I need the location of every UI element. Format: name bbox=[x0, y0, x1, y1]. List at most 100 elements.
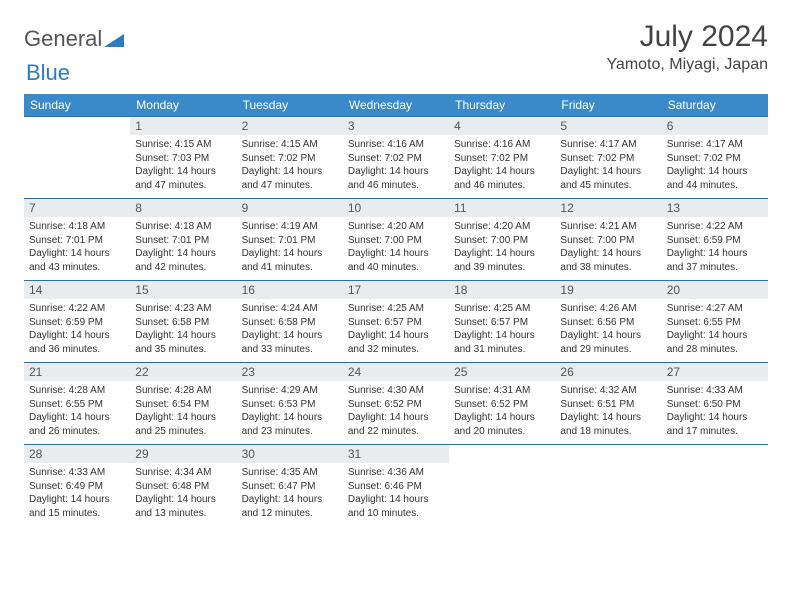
day-number: 14 bbox=[24, 281, 130, 299]
day-details: Sunrise: 4:21 AMSunset: 7:00 PMDaylight:… bbox=[555, 217, 661, 278]
calendar-day-cell: 14Sunrise: 4:22 AMSunset: 6:59 PMDayligh… bbox=[24, 281, 130, 363]
calendar-day-cell: 21Sunrise: 4:28 AMSunset: 6:55 PMDayligh… bbox=[24, 363, 130, 445]
day-details: Sunrise: 4:30 AMSunset: 6:52 PMDaylight:… bbox=[343, 381, 449, 442]
calendar-day-cell: 23Sunrise: 4:29 AMSunset: 6:53 PMDayligh… bbox=[237, 363, 343, 445]
day-details: Sunrise: 4:28 AMSunset: 6:55 PMDaylight:… bbox=[24, 381, 130, 442]
day-number: 16 bbox=[237, 281, 343, 299]
day-number: 28 bbox=[24, 445, 130, 463]
day-details: Sunrise: 4:31 AMSunset: 6:52 PMDaylight:… bbox=[449, 381, 555, 442]
calendar-day-cell: 22Sunrise: 4:28 AMSunset: 6:54 PMDayligh… bbox=[130, 363, 236, 445]
day-number: 4 bbox=[449, 117, 555, 135]
calendar-day-cell bbox=[24, 117, 130, 199]
calendar-day-cell: 28Sunrise: 4:33 AMSunset: 6:49 PMDayligh… bbox=[24, 445, 130, 527]
calendar-day-cell bbox=[449, 445, 555, 527]
day-number: 30 bbox=[237, 445, 343, 463]
day-details: Sunrise: 4:16 AMSunset: 7:02 PMDaylight:… bbox=[449, 135, 555, 196]
day-number: 15 bbox=[130, 281, 236, 299]
day-details: Sunrise: 4:23 AMSunset: 6:58 PMDaylight:… bbox=[130, 299, 236, 360]
weekday-header: Sunday bbox=[24, 94, 130, 117]
day-number: 17 bbox=[343, 281, 449, 299]
day-details: Sunrise: 4:18 AMSunset: 7:01 PMDaylight:… bbox=[24, 217, 130, 278]
calendar-day-cell: 31Sunrise: 4:36 AMSunset: 6:46 PMDayligh… bbox=[343, 445, 449, 527]
day-number: 10 bbox=[343, 199, 449, 217]
calendar-day-cell: 7Sunrise: 4:18 AMSunset: 7:01 PMDaylight… bbox=[24, 199, 130, 281]
weekday-header: Thursday bbox=[449, 94, 555, 117]
day-number: 20 bbox=[662, 281, 768, 299]
day-number: 24 bbox=[343, 363, 449, 381]
day-details: Sunrise: 4:17 AMSunset: 7:02 PMDaylight:… bbox=[555, 135, 661, 196]
day-details: Sunrise: 4:22 AMSunset: 6:59 PMDaylight:… bbox=[24, 299, 130, 360]
logo: General bbox=[24, 20, 125, 52]
day-details: Sunrise: 4:26 AMSunset: 6:56 PMDaylight:… bbox=[555, 299, 661, 360]
day-number: 25 bbox=[449, 363, 555, 381]
location-label: Yamoto, Miyagi, Japan bbox=[606, 56, 768, 74]
day-number: 3 bbox=[343, 117, 449, 135]
day-number: 22 bbox=[130, 363, 236, 381]
day-details: Sunrise: 4:15 AMSunset: 7:03 PMDaylight:… bbox=[130, 135, 236, 196]
calendar-day-cell: 4Sunrise: 4:16 AMSunset: 7:02 PMDaylight… bbox=[449, 117, 555, 199]
day-details: Sunrise: 4:33 AMSunset: 6:49 PMDaylight:… bbox=[24, 463, 130, 524]
calendar-day-cell: 3Sunrise: 4:16 AMSunset: 7:02 PMDaylight… bbox=[343, 117, 449, 199]
day-number: 6 bbox=[662, 117, 768, 135]
day-details: Sunrise: 4:20 AMSunset: 7:00 PMDaylight:… bbox=[343, 217, 449, 278]
day-details: Sunrise: 4:33 AMSunset: 6:50 PMDaylight:… bbox=[662, 381, 768, 442]
day-number: 21 bbox=[24, 363, 130, 381]
day-number: 26 bbox=[555, 363, 661, 381]
calendar-day-cell: 25Sunrise: 4:31 AMSunset: 6:52 PMDayligh… bbox=[449, 363, 555, 445]
day-details: Sunrise: 4:27 AMSunset: 6:55 PMDaylight:… bbox=[662, 299, 768, 360]
calendar-header-row: SundayMondayTuesdayWednesdayThursdayFrid… bbox=[24, 94, 768, 117]
day-details: Sunrise: 4:25 AMSunset: 6:57 PMDaylight:… bbox=[343, 299, 449, 360]
calendar-day-cell: 8Sunrise: 4:18 AMSunset: 7:01 PMDaylight… bbox=[130, 199, 236, 281]
day-number: 13 bbox=[662, 199, 768, 217]
day-number: 1 bbox=[130, 117, 236, 135]
weekday-header: Wednesday bbox=[343, 94, 449, 117]
day-details: Sunrise: 4:35 AMSunset: 6:47 PMDaylight:… bbox=[237, 463, 343, 524]
day-details: Sunrise: 4:24 AMSunset: 6:58 PMDaylight:… bbox=[237, 299, 343, 360]
title-block: July 2024 Yamoto, Miyagi, Japan bbox=[606, 20, 768, 74]
logo-text-general: General bbox=[24, 26, 102, 52]
calendar-day-cell: 27Sunrise: 4:33 AMSunset: 6:50 PMDayligh… bbox=[662, 363, 768, 445]
calendar-week-row: 14Sunrise: 4:22 AMSunset: 6:59 PMDayligh… bbox=[24, 281, 768, 363]
calendar-day-cell: 20Sunrise: 4:27 AMSunset: 6:55 PMDayligh… bbox=[662, 281, 768, 363]
calendar-day-cell bbox=[555, 445, 661, 527]
calendar-day-cell: 2Sunrise: 4:15 AMSunset: 7:02 PMDaylight… bbox=[237, 117, 343, 199]
calendar-day-cell: 17Sunrise: 4:25 AMSunset: 6:57 PMDayligh… bbox=[343, 281, 449, 363]
calendar-day-cell: 1Sunrise: 4:15 AMSunset: 7:03 PMDaylight… bbox=[130, 117, 236, 199]
weekday-header: Saturday bbox=[662, 94, 768, 117]
day-number: 29 bbox=[130, 445, 236, 463]
day-details: Sunrise: 4:16 AMSunset: 7:02 PMDaylight:… bbox=[343, 135, 449, 196]
calendar-day-cell: 13Sunrise: 4:22 AMSunset: 6:59 PMDayligh… bbox=[662, 199, 768, 281]
day-number: 9 bbox=[237, 199, 343, 217]
calendar-day-cell: 29Sunrise: 4:34 AMSunset: 6:48 PMDayligh… bbox=[130, 445, 236, 527]
day-number: 23 bbox=[237, 363, 343, 381]
day-details: Sunrise: 4:22 AMSunset: 6:59 PMDaylight:… bbox=[662, 217, 768, 278]
day-details: Sunrise: 4:25 AMSunset: 6:57 PMDaylight:… bbox=[449, 299, 555, 360]
weekday-header: Monday bbox=[130, 94, 236, 117]
day-details: Sunrise: 4:17 AMSunset: 7:02 PMDaylight:… bbox=[662, 135, 768, 196]
day-number: 8 bbox=[130, 199, 236, 217]
day-details: Sunrise: 4:29 AMSunset: 6:53 PMDaylight:… bbox=[237, 381, 343, 442]
day-number: 18 bbox=[449, 281, 555, 299]
calendar-day-cell: 18Sunrise: 4:25 AMSunset: 6:57 PMDayligh… bbox=[449, 281, 555, 363]
day-number: 19 bbox=[555, 281, 661, 299]
day-details: Sunrise: 4:32 AMSunset: 6:51 PMDaylight:… bbox=[555, 381, 661, 442]
calendar-day-cell: 12Sunrise: 4:21 AMSunset: 7:00 PMDayligh… bbox=[555, 199, 661, 281]
calendar-day-cell: 10Sunrise: 4:20 AMSunset: 7:00 PMDayligh… bbox=[343, 199, 449, 281]
day-details: Sunrise: 4:28 AMSunset: 6:54 PMDaylight:… bbox=[130, 381, 236, 442]
calendar-day-cell: 19Sunrise: 4:26 AMSunset: 6:56 PMDayligh… bbox=[555, 281, 661, 363]
day-details: Sunrise: 4:36 AMSunset: 6:46 PMDaylight:… bbox=[343, 463, 449, 524]
weekday-header: Tuesday bbox=[237, 94, 343, 117]
day-number: 12 bbox=[555, 199, 661, 217]
calendar-week-row: 7Sunrise: 4:18 AMSunset: 7:01 PMDaylight… bbox=[24, 199, 768, 281]
calendar-day-cell: 6Sunrise: 4:17 AMSunset: 7:02 PMDaylight… bbox=[662, 117, 768, 199]
page-title: July 2024 bbox=[606, 20, 768, 54]
calendar-day-cell: 9Sunrise: 4:19 AMSunset: 7:01 PMDaylight… bbox=[237, 199, 343, 281]
calendar-day-cell: 11Sunrise: 4:20 AMSunset: 7:00 PMDayligh… bbox=[449, 199, 555, 281]
day-number: 7 bbox=[24, 199, 130, 217]
day-number: 31 bbox=[343, 445, 449, 463]
calendar-day-cell: 5Sunrise: 4:17 AMSunset: 7:02 PMDaylight… bbox=[555, 117, 661, 199]
calendar-day-cell: 26Sunrise: 4:32 AMSunset: 6:51 PMDayligh… bbox=[555, 363, 661, 445]
day-number: 27 bbox=[662, 363, 768, 381]
day-details: Sunrise: 4:18 AMSunset: 7:01 PMDaylight:… bbox=[130, 217, 236, 278]
day-number: 11 bbox=[449, 199, 555, 217]
